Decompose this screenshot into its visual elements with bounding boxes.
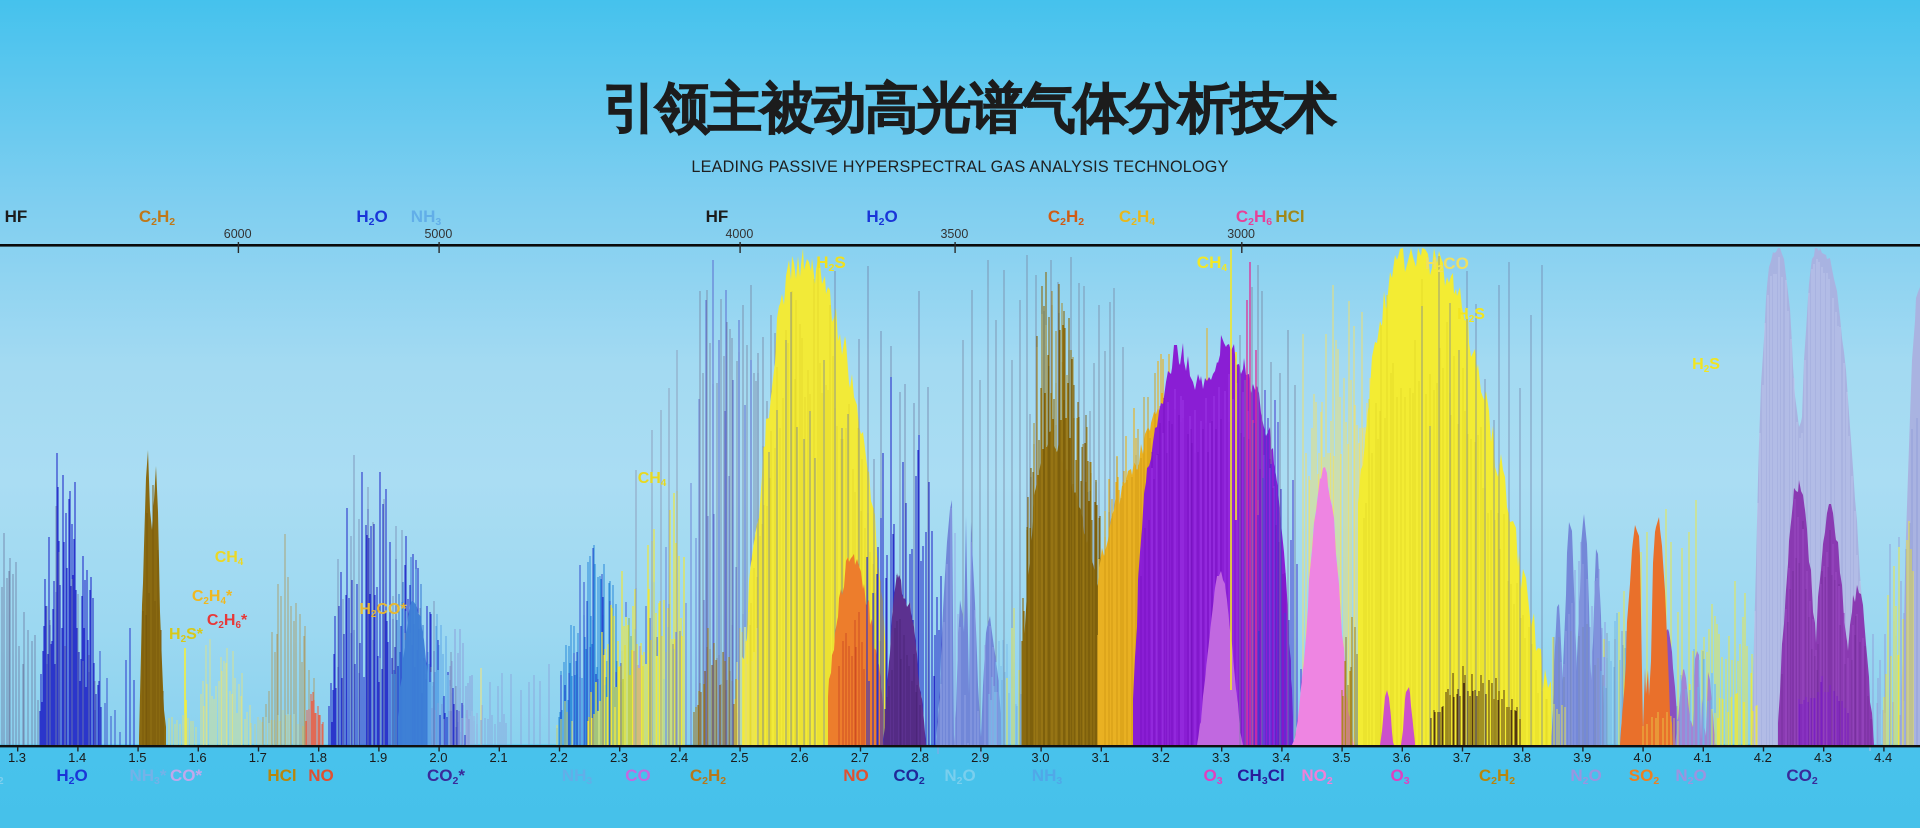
svg-text:1.6: 1.6 xyxy=(189,750,207,765)
svg-text:C2H2: C2H2 xyxy=(1048,207,1084,228)
svg-text:HCl: HCl xyxy=(1275,207,1304,226)
svg-text:6000: 6000 xyxy=(224,227,252,241)
svg-text:H2O: H2O xyxy=(56,766,87,787)
svg-text:H2O: H2O xyxy=(866,207,897,228)
svg-text:3.5: 3.5 xyxy=(1332,750,1350,765)
svg-text:CH4: CH4 xyxy=(1197,253,1228,274)
svg-text:1.3: 1.3 xyxy=(8,750,26,765)
svg-text:2.6: 2.6 xyxy=(791,750,809,765)
svg-text:O3: O3 xyxy=(1390,766,1409,787)
svg-text:3.7: 3.7 xyxy=(1453,750,1471,765)
svg-text:4.2: 4.2 xyxy=(1754,750,1772,765)
svg-text:1.8: 1.8 xyxy=(309,750,327,765)
svg-text:C2H4: C2H4 xyxy=(1119,207,1155,228)
svg-text:NH3*: NH3* xyxy=(129,766,166,787)
svg-text:H2O: H2O xyxy=(356,207,387,228)
svg-text:3.2: 3.2 xyxy=(1152,750,1170,765)
svg-text:C2H2: C2H2 xyxy=(139,207,175,228)
svg-text:H2S: H2S xyxy=(1457,306,1485,325)
svg-text:3.4: 3.4 xyxy=(1272,750,1290,765)
svg-text:3500: 3500 xyxy=(940,227,968,241)
svg-text:H2S: H2S xyxy=(816,253,845,274)
svg-text:O2: O2 xyxy=(0,766,4,787)
svg-text:NO: NO xyxy=(843,766,869,785)
svg-text:2.4: 2.4 xyxy=(670,750,688,765)
svg-text:4.0: 4.0 xyxy=(1633,750,1651,765)
svg-text:1.4: 1.4 xyxy=(68,750,86,765)
svg-text:H2S*: H2S* xyxy=(169,626,204,645)
svg-text:C2H6: C2H6 xyxy=(1236,207,1272,228)
svg-text:C2H2: C2H2 xyxy=(1479,766,1515,787)
svg-text:3.6: 3.6 xyxy=(1393,750,1411,765)
svg-text:3.1: 3.1 xyxy=(1092,750,1110,765)
svg-text:CO: CO xyxy=(625,766,651,785)
svg-text:HCl: HCl xyxy=(267,766,296,785)
svg-text:4000: 4000 xyxy=(725,227,753,241)
svg-text:N2O: N2O xyxy=(1675,766,1706,787)
svg-text:3000: 3000 xyxy=(1227,227,1255,241)
svg-text:2.0: 2.0 xyxy=(429,750,447,765)
svg-text:1.5: 1.5 xyxy=(128,750,146,765)
svg-text:4.3: 4.3 xyxy=(1814,750,1832,765)
svg-text:3.9: 3.9 xyxy=(1573,750,1591,765)
svg-text:SO2: SO2 xyxy=(1629,766,1660,787)
svg-text:H2CO: H2CO xyxy=(1425,254,1469,275)
svg-text:CH3Cl: CH3Cl xyxy=(1237,766,1284,787)
svg-text:NH3: NH3 xyxy=(411,207,442,228)
svg-text:2.3: 2.3 xyxy=(610,750,628,765)
svg-text:O3: O3 xyxy=(1203,766,1222,787)
svg-text:2.7: 2.7 xyxy=(851,750,869,765)
svg-text:1.9: 1.9 xyxy=(369,750,387,765)
svg-text:CO2*: CO2* xyxy=(427,766,465,787)
svg-text:HF: HF xyxy=(706,207,729,226)
svg-text:C2H2: C2H2 xyxy=(690,766,726,787)
svg-text:3.8: 3.8 xyxy=(1513,750,1531,765)
svg-text:H2S: H2S xyxy=(1692,356,1720,375)
svg-text:HF: HF xyxy=(5,207,28,226)
svg-text:2.9: 2.9 xyxy=(971,750,989,765)
svg-text:LEADING PASSIVE HYPERSPECTRAL: LEADING PASSIVE HYPERSPECTRAL GAS ANALYS… xyxy=(691,158,1228,176)
svg-text:3.3: 3.3 xyxy=(1212,750,1230,765)
svg-text:H2CO*: H2CO* xyxy=(359,601,407,620)
svg-text:N2O: N2O xyxy=(1570,766,1601,787)
svg-text:NH3: NH3 xyxy=(562,766,593,787)
svg-text:2.8: 2.8 xyxy=(911,750,929,765)
svg-text:NH3: NH3 xyxy=(1032,766,1063,787)
svg-text:4.4: 4.4 xyxy=(1874,750,1892,765)
svg-text:CO2: CO2 xyxy=(893,766,925,787)
svg-text:C2H6*: C2H6* xyxy=(207,612,248,631)
svg-text:2.5: 2.5 xyxy=(730,750,748,765)
svg-text:CH4: CH4 xyxy=(215,549,244,568)
svg-text:CO*: CO* xyxy=(170,766,203,785)
svg-text:2.1: 2.1 xyxy=(490,750,508,765)
svg-text:2.2: 2.2 xyxy=(550,750,568,765)
svg-text:C2H4*: C2H4* xyxy=(192,588,233,607)
svg-text:5000: 5000 xyxy=(424,227,452,241)
svg-text:4.1: 4.1 xyxy=(1694,750,1712,765)
svg-text:CH4: CH4 xyxy=(638,470,667,489)
svg-text:CO2: CO2 xyxy=(1786,766,1818,787)
svg-text:N2O: N2O xyxy=(944,766,975,787)
svg-text:NO2: NO2 xyxy=(1301,766,1333,787)
svg-text:1.7: 1.7 xyxy=(249,750,267,765)
svg-text:NO: NO xyxy=(308,766,334,785)
svg-text:3.0: 3.0 xyxy=(1031,750,1049,765)
